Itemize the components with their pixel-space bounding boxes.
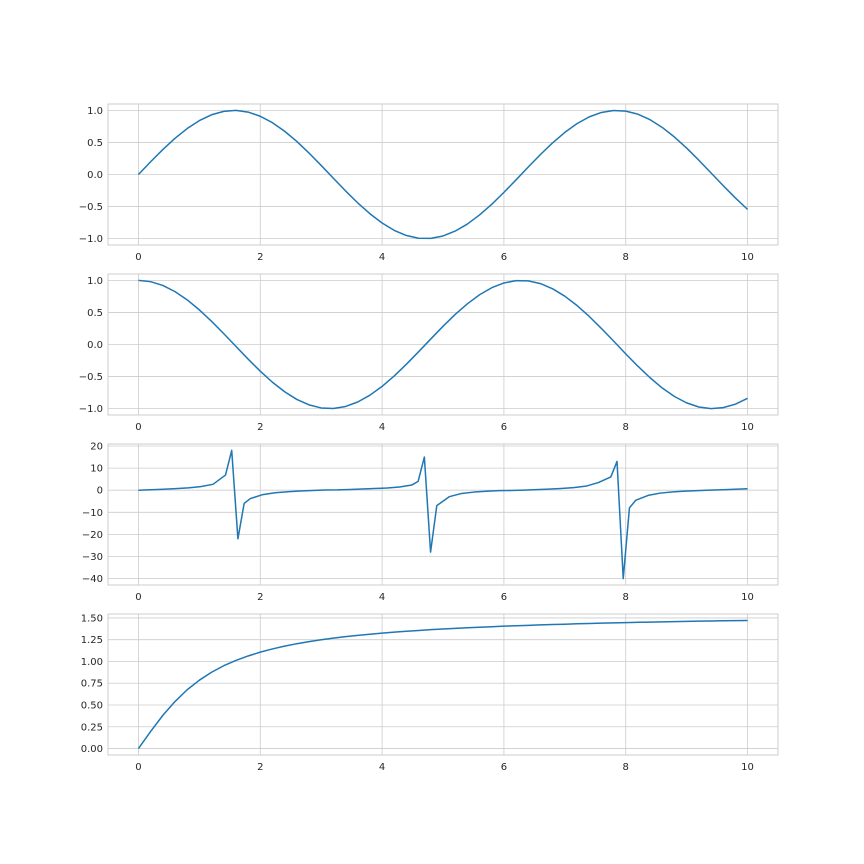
y-tick-label: 1.50 xyxy=(81,613,103,624)
x-tick-label: 6 xyxy=(501,252,507,263)
y-tick-label: −1.0 xyxy=(79,404,103,415)
x-tick-label: 8 xyxy=(623,762,629,773)
x-tick-label: 8 xyxy=(623,592,629,603)
x-tick-label: 2 xyxy=(257,592,263,603)
y-tick-label: 0.00 xyxy=(81,744,103,755)
y-tick-label: −30 xyxy=(82,552,103,563)
axes-frame xyxy=(107,103,779,246)
y-tick-label: −20 xyxy=(82,530,103,541)
x-tick-label: 6 xyxy=(501,592,507,603)
x-tick-label: 10 xyxy=(741,422,754,433)
series-line xyxy=(138,279,748,410)
x-tick-label: 0 xyxy=(135,252,141,263)
y-tick-label: −40 xyxy=(82,574,103,585)
series-line xyxy=(138,449,748,580)
subplot-3: 0 2 4 6 8 10 −40 −30 −20 −10 0 10 20 xyxy=(82,441,779,603)
y-tick-label: 0.25 xyxy=(81,722,103,733)
x-tick-label: 2 xyxy=(257,762,263,773)
x-tick-label: 0 xyxy=(135,762,141,773)
y-tick-label: −0.5 xyxy=(79,202,103,213)
x-tick-label: 6 xyxy=(501,762,507,773)
x-tick-label: 4 xyxy=(379,422,385,433)
y-tick-label: 0 xyxy=(97,486,103,497)
subplot-1: 0 2 4 6 8 10 −1.0 −0.5 0.0 0.5 1.0 xyxy=(79,103,779,263)
y-tick-label: 0.5 xyxy=(87,308,103,319)
x-tick-label: 4 xyxy=(379,592,385,603)
x-tick-label: 10 xyxy=(741,762,754,773)
y-tick-label: 1.00 xyxy=(81,657,103,668)
y-tick-label: 1.0 xyxy=(87,106,103,117)
y-tick-label: 20 xyxy=(90,441,103,452)
x-tick-label: 6 xyxy=(501,422,507,433)
x-tick-label: 4 xyxy=(379,252,385,263)
series-line xyxy=(137,619,748,749)
y-tick-label: −10 xyxy=(82,508,103,519)
series-line xyxy=(137,109,749,240)
axes-frame xyxy=(107,443,779,586)
subplot-4: 0 2 4 6 8 10 0.00 0.25 0.50 0.75 1.00 1.25 1.50 xyxy=(81,613,779,773)
x-tick-label: 10 xyxy=(741,252,754,263)
x-tick-label: 10 xyxy=(741,592,754,603)
x-tick-label: 8 xyxy=(623,252,629,263)
y-tick-label: 10 xyxy=(90,464,103,475)
y-tick-label: 1.0 xyxy=(87,276,103,287)
x-tick-label: 8 xyxy=(623,422,629,433)
x-tick-label: 2 xyxy=(257,252,263,263)
y-tick-label: 0.50 xyxy=(81,701,103,712)
x-tick-label: 0 xyxy=(135,422,141,433)
y-tick-label: −1.0 xyxy=(79,234,103,245)
x-tick-label: 0 xyxy=(135,592,141,603)
x-tick-label: 4 xyxy=(379,762,385,773)
y-tick-label: 0.5 xyxy=(87,138,103,149)
x-tick-label: 2 xyxy=(257,422,263,433)
y-tick-label: −0.5 xyxy=(79,372,103,383)
axes-frame xyxy=(107,273,779,416)
y-tick-label: 0.0 xyxy=(87,170,103,181)
subplot-2: 0 2 4 6 8 10 −1.0 −0.5 0.0 0.5 1.0 xyxy=(79,273,779,433)
y-tick-label: 0.75 xyxy=(81,679,103,690)
y-tick-label: 1.25 xyxy=(81,635,103,646)
y-tick-label: 0.0 xyxy=(87,340,103,351)
axes-frame xyxy=(107,613,779,756)
